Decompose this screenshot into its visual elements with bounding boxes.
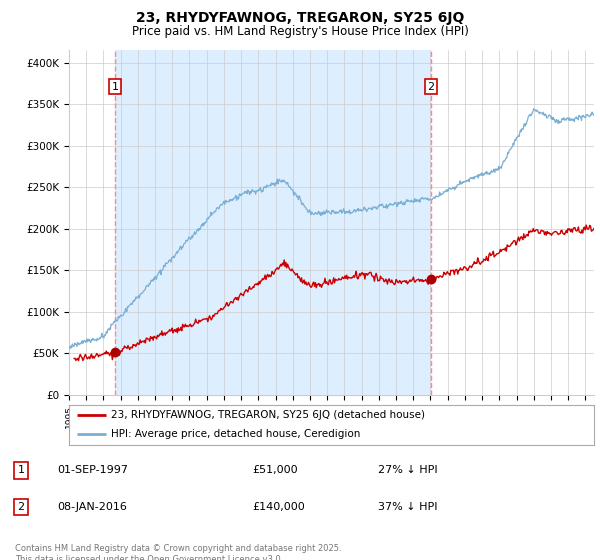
Text: 23, RHYDYFAWNOG, TREGARON, SY25 6JQ (detached house): 23, RHYDYFAWNOG, TREGARON, SY25 6JQ (det… [111,410,425,420]
Text: 1: 1 [17,465,25,475]
Text: 2: 2 [427,82,434,92]
Text: Price paid vs. HM Land Registry's House Price Index (HPI): Price paid vs. HM Land Registry's House … [131,25,469,38]
Bar [115,50,431,395]
Text: 08-JAN-2016: 08-JAN-2016 [57,502,127,512]
Text: £140,000: £140,000 [252,502,305,512]
Text: Contains HM Land Registry data © Crown copyright and database right 2025.
This d: Contains HM Land Registry data © Crown c… [15,544,341,560]
Text: 27% ↓ HPI: 27% ↓ HPI [378,465,437,475]
Text: 01-SEP-1997: 01-SEP-1997 [57,465,128,475]
Text: 23, RHYDYFAWNOG, TREGARON, SY25 6JQ: 23, RHYDYFAWNOG, TREGARON, SY25 6JQ [136,11,464,25]
Text: 37% ↓ HPI: 37% ↓ HPI [378,502,437,512]
Text: £51,000: £51,000 [252,465,298,475]
Text: HPI: Average price, detached house, Ceredigion: HPI: Average price, detached house, Cere… [111,429,361,439]
Text: 2: 2 [17,502,25,512]
Text: 1: 1 [112,82,118,92]
